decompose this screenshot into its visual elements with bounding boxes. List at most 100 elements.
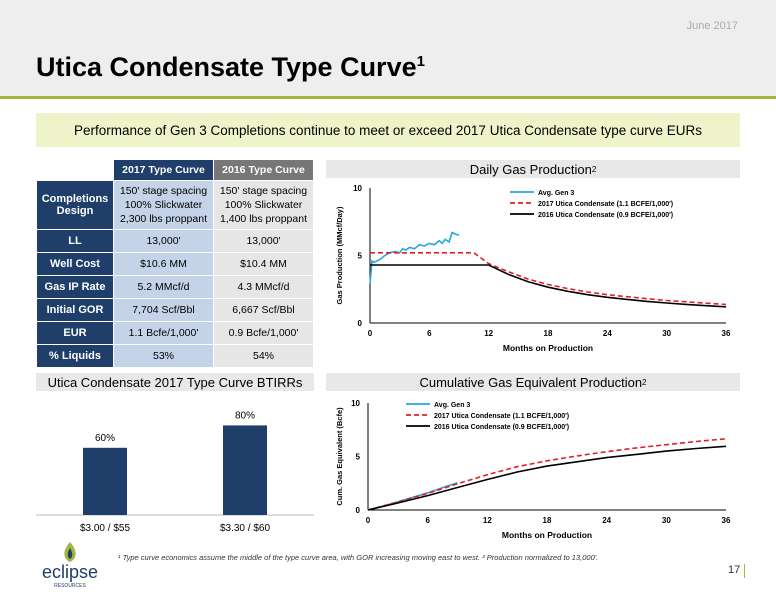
col-header-2017: 2017 Type Curve <box>113 159 214 181</box>
daily-gas-title-text: Daily Gas Production <box>469 161 592 177</box>
y-tick-label: 0 <box>358 319 363 328</box>
btirr-bar-chart: 60% $3.00 / $55 80% $3.30 / $60 <box>36 410 314 534</box>
table-cell: $10.4 MM <box>213 252 314 276</box>
x-tick-label: 18 <box>544 329 553 338</box>
series-line <box>370 252 727 306</box>
page-title-text: Utica Condensate Type Curve <box>36 52 417 82</box>
legend-label: 2017 Utica Condensate (1.1 BCFE/1,000') <box>434 413 569 420</box>
irr-section-title: Utica Condensate 2017 Type Curve BTIRRs <box>36 373 314 391</box>
series-line <box>367 438 727 511</box>
y-axis-label: Cum. Gas Equivalent (Bcfe) <box>335 407 344 506</box>
bar <box>223 425 267 515</box>
table-row: % Liquids 53% 54% <box>36 344 314 368</box>
table-cell: 1.1 Bcfe/1,000' <box>113 321 214 345</box>
bar-value-label: 80% <box>235 410 255 421</box>
header-divider <box>0 96 776 99</box>
row-label: EUR <box>36 321 114 345</box>
table-row: Initial GOR 7,704 Scf/Bbl 6,667 Scf/Bbl <box>36 298 314 322</box>
bar-value-label: 60% <box>95 433 115 444</box>
table-cell: 54% <box>213 344 314 368</box>
legend-label: 2016 Utica Condensate (0.9 BCFE/1,000') <box>434 424 569 431</box>
page-title: Utica Condensate Type Curve1 <box>36 52 425 83</box>
table-cell: 6,667 Scf/Bbl <box>213 298 314 322</box>
x-tick-label: 30 <box>662 329 671 338</box>
cell-line: 2,300 lbs proppant <box>120 213 207 225</box>
y-tick-label: 5 <box>356 453 361 462</box>
cell-line: 150' stage spacing <box>119 185 208 197</box>
daily-gas-footnote-mark: 2 <box>591 164 597 174</box>
x-tick-label: 24 <box>603 329 612 338</box>
cell-line: 100% Slickwater <box>224 199 303 211</box>
y-tick-label: 10 <box>353 184 362 193</box>
y-tick-label: 5 <box>358 252 363 261</box>
table-cell: $10.6 MM <box>113 252 214 276</box>
x-tick-label: 0 <box>366 516 371 525</box>
page-number-divider <box>744 564 745 578</box>
table-cell: 4.3 MMcf/d <box>213 275 314 299</box>
daily-gas-production-chart: 0 6 12 18 24 30 36 0 5 10 Months on Production Gas … <box>335 184 731 353</box>
x-tick-label: 12 <box>484 329 493 338</box>
table-cell: 13,000' <box>213 229 314 253</box>
logo-subtext: RESOURCES <box>54 583 86 589</box>
table-cell: 0.9 Bcfe/1,000' <box>213 321 314 345</box>
table-cell: 150' stage spacing 100% Slickwater 1,400… <box>213 180 314 230</box>
y-tick-label: 0 <box>356 506 361 515</box>
eclipse-logo: eclipse RESOURCES <box>30 540 110 590</box>
x-tick-label: 30 <box>662 516 671 525</box>
x-axis-label: Months on Production <box>503 343 593 353</box>
table-corner <box>36 159 114 181</box>
x-tick-label: 36 <box>722 329 731 338</box>
cumulative-title-text: Cumulative Gas Equivalent Production <box>419 374 643 390</box>
x-tick-label: 6 <box>427 329 432 338</box>
series-line <box>369 231 460 284</box>
table-cell: 13,000' <box>113 229 214 253</box>
bar <box>83 447 127 515</box>
cell-line: 150' stage spacing <box>219 185 308 197</box>
legend-label: 2016 Utica Condensate (0.9 BCFE/1,000') <box>538 212 673 219</box>
category-label: $3.00 / $55 <box>80 523 130 534</box>
x-tick-label: 0 <box>368 329 373 338</box>
legend-label: Avg. Gen 3 <box>538 190 574 197</box>
header-band <box>0 0 776 96</box>
x-tick-label: 24 <box>602 516 611 525</box>
footnote: ¹ Type curve economics assume the middle… <box>118 553 599 562</box>
cell-line: 100% Slickwater <box>124 199 203 211</box>
cumulative-footnote-mark: 2 <box>642 377 647 387</box>
cumulative-section-title: Cumulative Gas Equivalent Production 2 <box>326 373 740 391</box>
table-row: LL 13,000' 13,000' <box>36 229 314 253</box>
daily-gas-section-title: Daily Gas Production 2 <box>326 160 740 178</box>
type-curve-comparison-table: 2017 Type Curve 2016 Type Curve Completi… <box>36 159 314 368</box>
table-cell: 5.2 MMcf/d <box>113 275 214 299</box>
row-label: Gas IP Rate <box>36 275 114 299</box>
table-row: Well Cost $10.6 MM $10.4 MM <box>36 252 314 276</box>
summary-banner: Performance of Gen 3 Completions continu… <box>36 113 740 147</box>
series-line <box>367 481 458 511</box>
cell-line: 1,400 lbs proppant <box>220 213 307 225</box>
y-axis-label: Gas Production (MMcf/Day) <box>335 206 344 304</box>
x-tick-label: 18 <box>543 516 552 525</box>
table-row: Gas IP Rate 5.2 MMcf/d 4.3 MMcf/d <box>36 275 314 299</box>
table-cell: 53% <box>113 344 214 368</box>
table-cell: 7,704 Scf/Bbl <box>113 298 214 322</box>
table-cell: 150' stage spacing 100% Slickwater 2,300… <box>113 180 214 230</box>
row-label: LL <box>36 229 114 253</box>
row-label: Initial GOR <box>36 298 114 322</box>
table-row: EUR 1.1 Bcfe/1,000' 0.9 Bcfe/1,000' <box>36 321 314 345</box>
date-label: June 2017 <box>686 20 738 32</box>
page-number: 17 <box>728 564 741 576</box>
legend-label: 2017 Utica Condensate (1.1 BCFE/1,000') <box>538 201 673 208</box>
page-title-footnote-mark: 1 <box>416 53 425 70</box>
category-label: $3.30 / $60 <box>220 523 270 534</box>
x-tick-label: 6 <box>425 516 430 525</box>
row-label: Completions Design <box>36 180 114 230</box>
y-tick-label: 10 <box>351 399 360 408</box>
cumulative-gas-chart: 0 6 12 18 24 30 36 0 5 10 Months on Production Cum.… <box>335 399 731 540</box>
x-tick-label: 12 <box>483 516 492 525</box>
table-row: Completions Design 150' stage spacing 10… <box>36 180 314 230</box>
col-header-2016: 2016 Type Curve <box>213 159 314 181</box>
row-label: % Liquids <box>36 344 114 368</box>
x-tick-label: 36 <box>722 516 731 525</box>
legend-label: Avg. Gen 3 <box>434 402 470 409</box>
series-line <box>370 264 727 308</box>
logo-wordmark: eclipse <box>42 562 98 582</box>
